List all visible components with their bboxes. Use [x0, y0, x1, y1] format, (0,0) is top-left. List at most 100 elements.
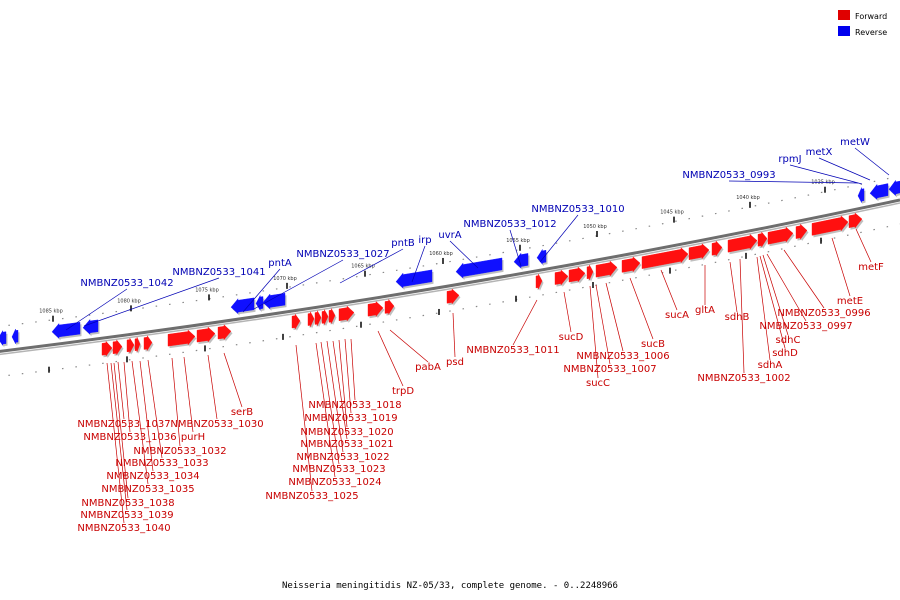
forward-gene — [143, 335, 154, 353]
forward-gene-label: NMBNZ0533_1037 — [77, 419, 170, 430]
leader-line — [315, 342, 336, 478]
forward-genes — [101, 212, 864, 359]
reverse-gene — [536, 248, 548, 267]
forward-gene-label: purH — [181, 432, 205, 443]
forward-gene-label: NMBNZ0533_1018 — [308, 400, 401, 411]
forward-gene-label: NMBNZ0533_1033 — [115, 458, 208, 469]
forward-gene-label: NMBNZ0533_1019 — [304, 413, 397, 424]
leader-line — [512, 299, 538, 346]
forward-gene-label: serB — [231, 407, 253, 418]
reverse-gene — [51, 322, 82, 341]
forward-gene — [384, 298, 396, 317]
forward-gene — [586, 264, 595, 282]
scale-tick-label: 1045 kbp — [660, 210, 684, 216]
leader-line — [344, 338, 352, 414]
reverse-gene — [869, 183, 890, 202]
scale-tick-label: 1070 kbp — [273, 276, 297, 282]
reverse-gene — [0, 329, 8, 348]
reverse-gene — [11, 328, 20, 346]
leader-line — [729, 261, 738, 313]
leader-line — [449, 240, 479, 269]
reverse-gene-label: NMBNZ0533_1042 — [80, 278, 173, 289]
forward-gene-label: pabA — [415, 362, 441, 373]
forward-gene-label: NMBNZ0533_1022 — [296, 452, 389, 463]
reverse-gene — [82, 318, 100, 337]
leader-line — [728, 180, 859, 184]
forward-gene — [314, 310, 323, 328]
reverse-gene-label: rpmJ — [778, 154, 801, 165]
forward-gene — [291, 313, 302, 332]
scale-tick-label: 1075 kbp — [195, 287, 219, 293]
leader-line — [110, 362, 128, 511]
forward-gene-label: NMBNZ0533_1021 — [300, 439, 393, 450]
forward-gene — [688, 243, 711, 262]
reverse-gene-label: NMBNZ0533_1041 — [172, 267, 265, 278]
leader-line — [660, 269, 678, 311]
leader-line — [350, 338, 356, 401]
reverse-gene-label: NMBNZ0533_1010 — [531, 204, 624, 215]
leader-line — [131, 360, 149, 485]
forward-gene-label: NMBNZ0533_1006 — [576, 351, 669, 362]
forward-gene-label: sucC — [586, 378, 610, 389]
reverse-gene-label: NMBNZ0533_1027 — [296, 249, 389, 260]
leader-line — [339, 248, 404, 284]
leader-line — [854, 147, 890, 176]
forward-gene — [795, 223, 809, 242]
legend-reverse-label: Reverse — [855, 28, 887, 37]
legend-forward-label: Forward — [855, 12, 887, 21]
forward-gene — [711, 240, 724, 259]
leader-line — [295, 344, 313, 492]
legend-forward-swatch — [838, 10, 850, 20]
leader-line — [389, 329, 429, 363]
forward-gene-label: NMBNZ0533_0996 — [777, 308, 870, 319]
reverse-gene — [455, 257, 504, 281]
forward-gene-label: sdhD — [772, 348, 798, 359]
forward-gene-label: NMBNZ0533_1035 — [101, 484, 194, 495]
leader-line — [207, 354, 218, 420]
forward-gene-label: sdhA — [758, 360, 783, 371]
scale-tick-label: 1080 kbp — [117, 298, 141, 304]
forward-gene-label: NMBNZ0533_1039 — [80, 510, 173, 521]
legend: Forward Reverse — [838, 10, 887, 37]
forward-gene — [328, 308, 337, 326]
scale-tick-label: 1065 kbp — [351, 264, 375, 270]
forward-gene — [307, 311, 316, 329]
reverse-genes — [0, 179, 900, 348]
forward-gene — [321, 309, 330, 327]
leader-line — [338, 339, 348, 428]
forward-gene-label: NMBNZ0533_1024 — [288, 477, 381, 488]
genome-backbone — [0, 198, 900, 353]
leader-line — [766, 253, 807, 322]
forward-gene — [112, 339, 124, 357]
leader-line — [320, 341, 340, 465]
forward-gene-label: NMBNZ0533_1023 — [292, 464, 385, 475]
forward-gene — [621, 256, 642, 275]
reverse-gene — [395, 269, 434, 291]
leader-line — [831, 237, 851, 297]
scale-dotted-upper — [0, 175, 900, 327]
leader-line — [783, 249, 825, 309]
leader-line — [113, 362, 129, 499]
forward-gene-label: NMBNZ0533_1002 — [697, 373, 790, 384]
genome-backbone-shadow — [0, 202, 900, 356]
leader-line — [411, 245, 426, 283]
scale-tick-label: 1085 kbp — [39, 309, 63, 315]
forward-gene-label: NMBNZ0533_0997 — [759, 321, 852, 332]
leader-line — [326, 340, 344, 453]
leader-line — [452, 312, 456, 358]
forward-gene-label: psd — [446, 357, 464, 368]
leader-line — [183, 356, 194, 433]
leader-line — [855, 228, 872, 263]
forward-gene-label: NMBNZ0533_1030 — [170, 419, 263, 430]
reverse-gene — [513, 252, 530, 271]
forward-gene-label: NMBNZ0533_1020 — [300, 427, 393, 438]
leader-line — [171, 357, 181, 447]
forward-gene — [446, 288, 461, 306]
scale-tick-label: 1050 kbp — [583, 224, 607, 230]
forward-gene-label: sucB — [641, 339, 665, 350]
forward-gene — [134, 337, 142, 354]
forward-gene — [101, 340, 114, 359]
leader-line — [83, 277, 220, 327]
